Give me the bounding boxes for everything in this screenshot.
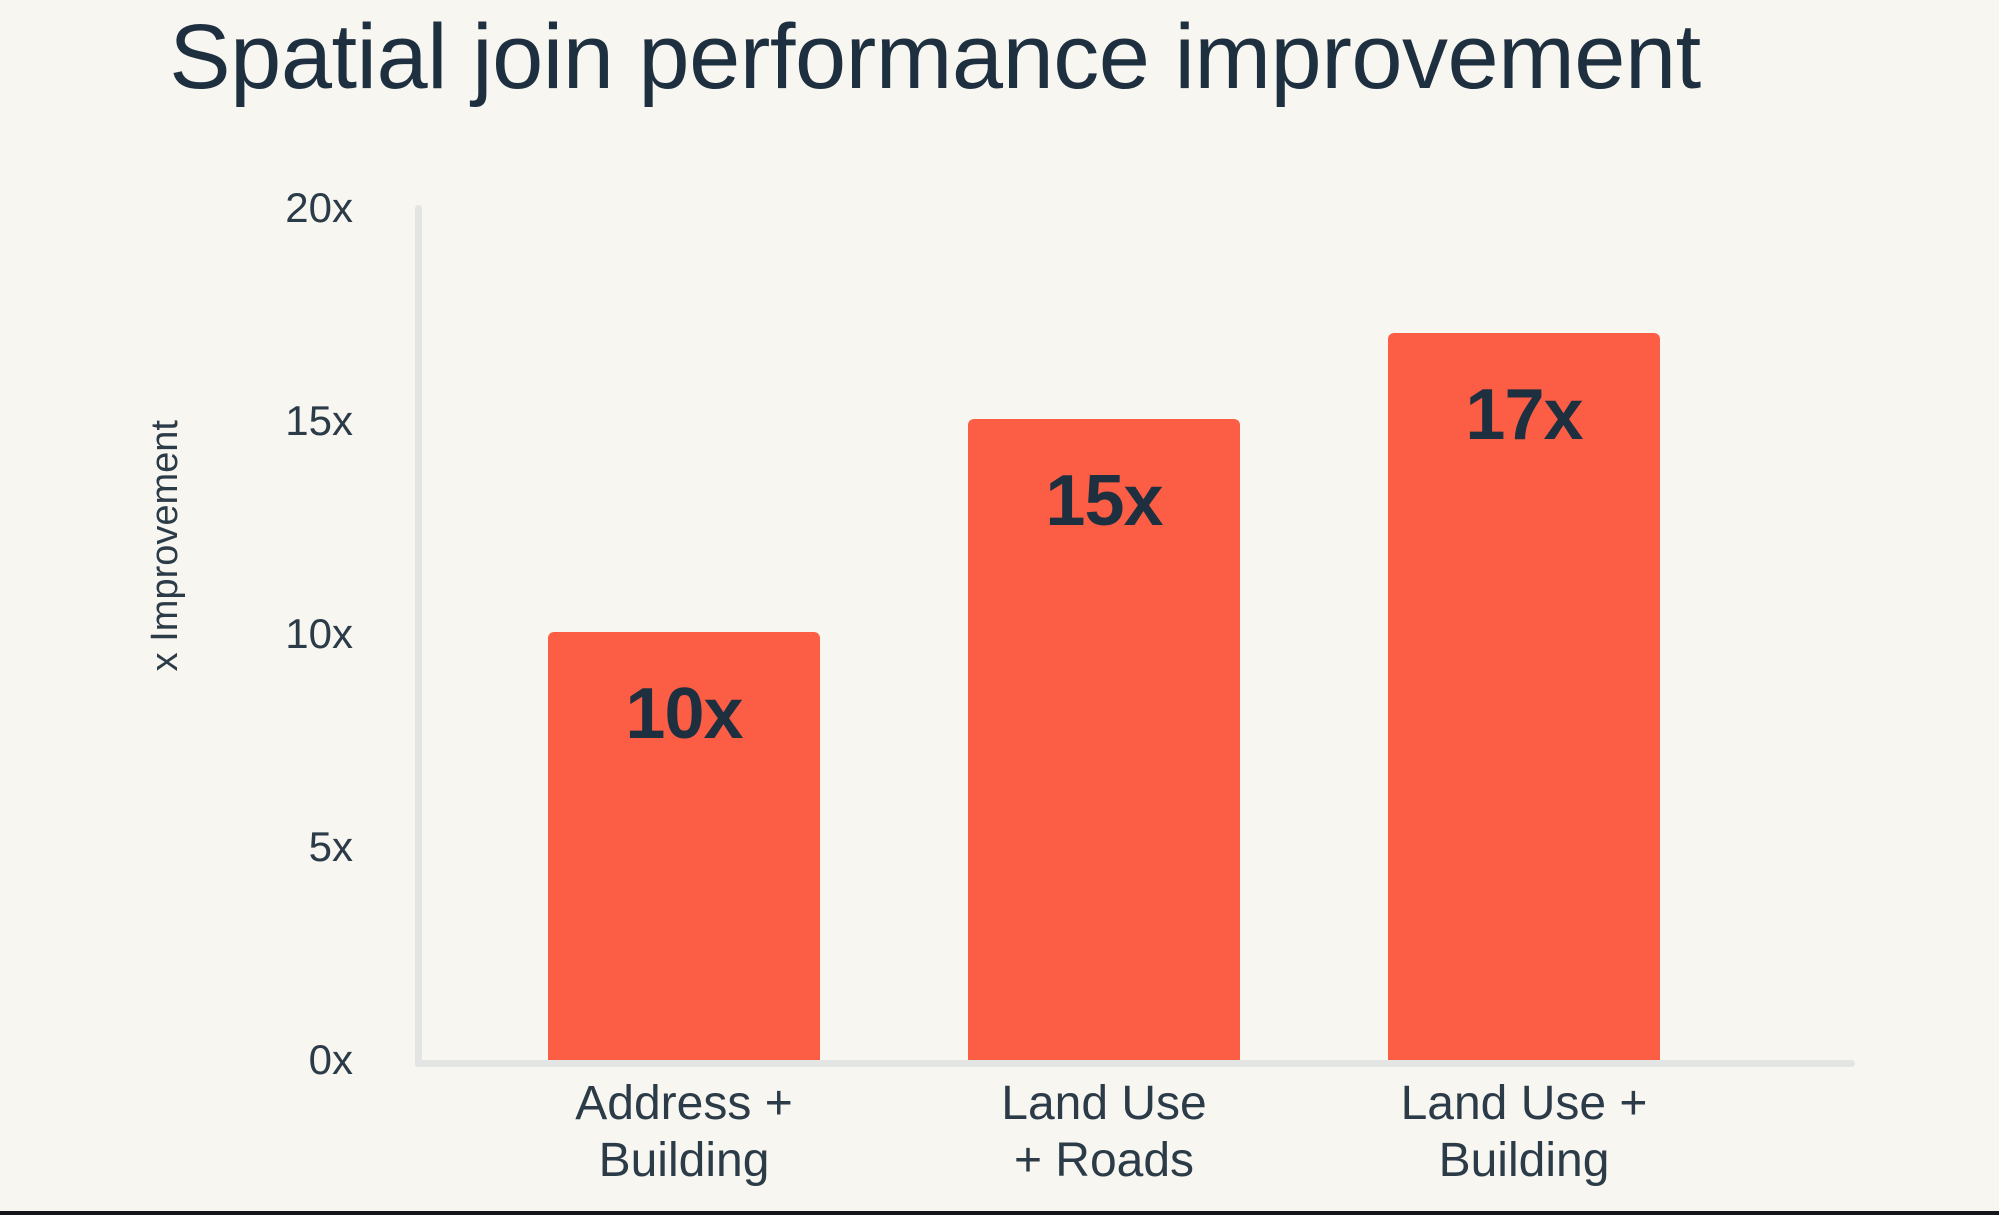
bar-value-label-land-use-roads: 15x xyxy=(1045,461,1163,541)
x-label-land-use-building: Land Use + Building xyxy=(1359,1076,1689,1189)
x-label-line-2: Building xyxy=(598,1133,770,1187)
y-axis-title: x Improvement xyxy=(144,420,186,672)
x-label-line-1: Land Use + xyxy=(1400,1077,1648,1130)
y-axis-line xyxy=(415,205,422,1067)
x-axis-category-labels: Address + Building Land Use + Roads Land… xyxy=(415,1076,1855,1206)
bar-value-label-land-use-building: 17x xyxy=(1465,375,1583,455)
x-label-address-building: Address + Building xyxy=(519,1076,849,1189)
x-label-line-2: + Roads xyxy=(1013,1133,1195,1187)
y-axis-tick-labels: 20x 15x 10x 5x 0x xyxy=(0,184,385,1083)
bar-value-label-address-building: 10x xyxy=(625,674,743,754)
bar-land-use-building[interactable]: 17x xyxy=(1388,333,1660,1060)
plot-area: 10x 15x 17x xyxy=(415,205,1855,1067)
chart-title: Spatial join performance improvement xyxy=(169,6,1701,108)
bar-land-use-roads[interactable]: 15x xyxy=(968,419,1240,1060)
y-tick-label-0x: 0x xyxy=(308,1036,353,1083)
bar-address-building[interactable]: 10x xyxy=(548,632,820,1060)
y-tick-label-5x: 5x xyxy=(308,823,353,870)
x-label-line-1: Land Use xyxy=(1001,1077,1207,1130)
y-tick-label-10x: 10x xyxy=(285,610,353,657)
y-tick-label-15x: 15x xyxy=(285,397,353,444)
x-label-line-2: Building xyxy=(1438,1133,1610,1187)
x-axis-baseline xyxy=(415,1060,1855,1067)
x-label-line-1: Address + xyxy=(575,1077,793,1130)
x-label-land-use-roads: Land Use + Roads xyxy=(939,1076,1269,1189)
y-tick-label-20x: 20x xyxy=(285,184,353,231)
